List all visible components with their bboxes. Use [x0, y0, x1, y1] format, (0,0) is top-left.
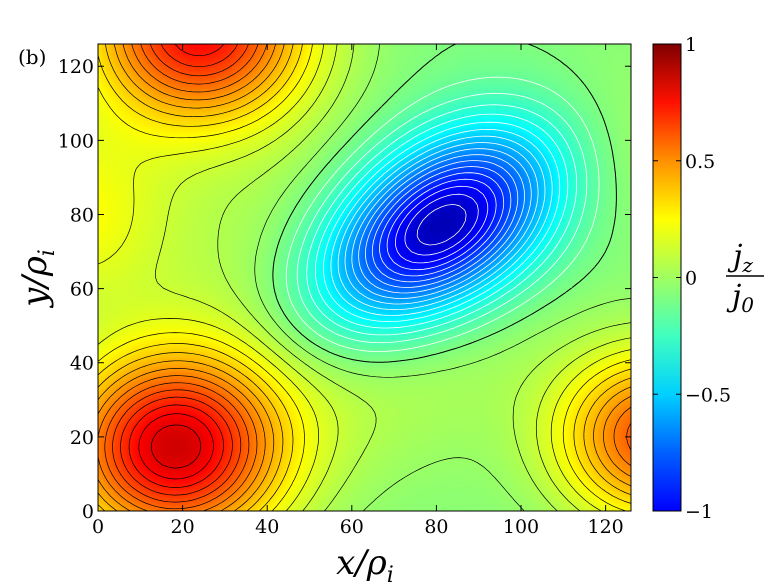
- y-axis-label: y/ρi: [15, 249, 60, 309]
- negative-contour: [379, 172, 505, 277]
- y-tick-label: 60: [70, 279, 94, 301]
- negative-contour: [337, 135, 546, 311]
- y-tick-label: 20: [70, 427, 94, 449]
- negative-contour: [344, 142, 539, 305]
- positive-contour: [112, 44, 249, 503]
- y-axis: 0 20 40 60 80 100 120: [58, 56, 631, 523]
- heatmap-field: [98, 44, 631, 511]
- y-tick-label: 80: [70, 204, 94, 226]
- positive-contour: [217, 44, 631, 511]
- colorbar-label: jz j0: [726, 239, 764, 317]
- positive-contour: [120, 44, 239, 496]
- negative-contour: [416, 204, 467, 246]
- plot-frame: [97, 43, 632, 512]
- y-tick-label: 0: [82, 501, 94, 523]
- negative-contour: [315, 113, 569, 329]
- colorbar-tick-label: −1: [685, 501, 713, 523]
- x-tick-label: 100: [503, 516, 539, 538]
- negative-contour: [330, 129, 553, 316]
- positive-contour: [155, 44, 631, 511]
- x-tick-label: 120: [587, 516, 623, 538]
- positive-contour: [138, 413, 214, 480]
- contour-lines: [98, 44, 631, 511]
- y-tick-label: 100: [58, 130, 94, 152]
- positive-contour: [254, 44, 631, 511]
- colorbar-tick-label: 0: [685, 268, 697, 290]
- negative-contour: [365, 160, 519, 288]
- positive-contour: [98, 44, 631, 511]
- positive-contour: [128, 44, 225, 488]
- svg-text:j0: j0: [726, 279, 754, 317]
- negative-contour: [306, 104, 578, 336]
- colorbar-ticks: −1 −0.5 0 0.5 1: [653, 34, 731, 523]
- zero-contour: [272, 44, 617, 363]
- negative-contour: [371, 166, 512, 283]
- panel-label: (b): [18, 45, 46, 69]
- positive-contour: [98, 44, 631, 511]
- x-tick-label: 40: [255, 516, 279, 538]
- x-tick-label: 0: [92, 516, 104, 538]
- positive-contour: [98, 44, 631, 511]
- colorbar-tick-label: −0.5: [685, 384, 731, 406]
- y-tick-label: 40: [70, 353, 94, 375]
- positive-contour: [150, 424, 201, 469]
- x-tick-label: 60: [340, 516, 364, 538]
- x-tick-label: 20: [171, 516, 195, 538]
- colorbar-tick-label: 0.5: [685, 151, 715, 173]
- negative-contour: [404, 193, 479, 256]
- positive-contour: [98, 44, 631, 511]
- positive-contour: [98, 44, 631, 511]
- negative-contour: [351, 148, 532, 299]
- x-axis-label: x/ρi: [336, 543, 394, 584]
- negative-contour: [323, 121, 561, 322]
- positive-contour: [98, 44, 631, 511]
- negative-contour: [386, 178, 497, 271]
- negative-contour: [395, 185, 489, 264]
- negative-contour: [296, 92, 588, 344]
- svg-text:jz: jz: [727, 239, 753, 277]
- negative-contour: [358, 154, 525, 294]
- y-tick-label: 120: [58, 56, 94, 78]
- x-tick-label: 80: [424, 516, 448, 538]
- colorbar-tick-label: 1: [685, 34, 697, 56]
- positive-contour: [104, 44, 631, 510]
- negative-contour: [285, 76, 600, 352]
- x-axis: 0 20 40 60 80 100 120: [92, 44, 624, 538]
